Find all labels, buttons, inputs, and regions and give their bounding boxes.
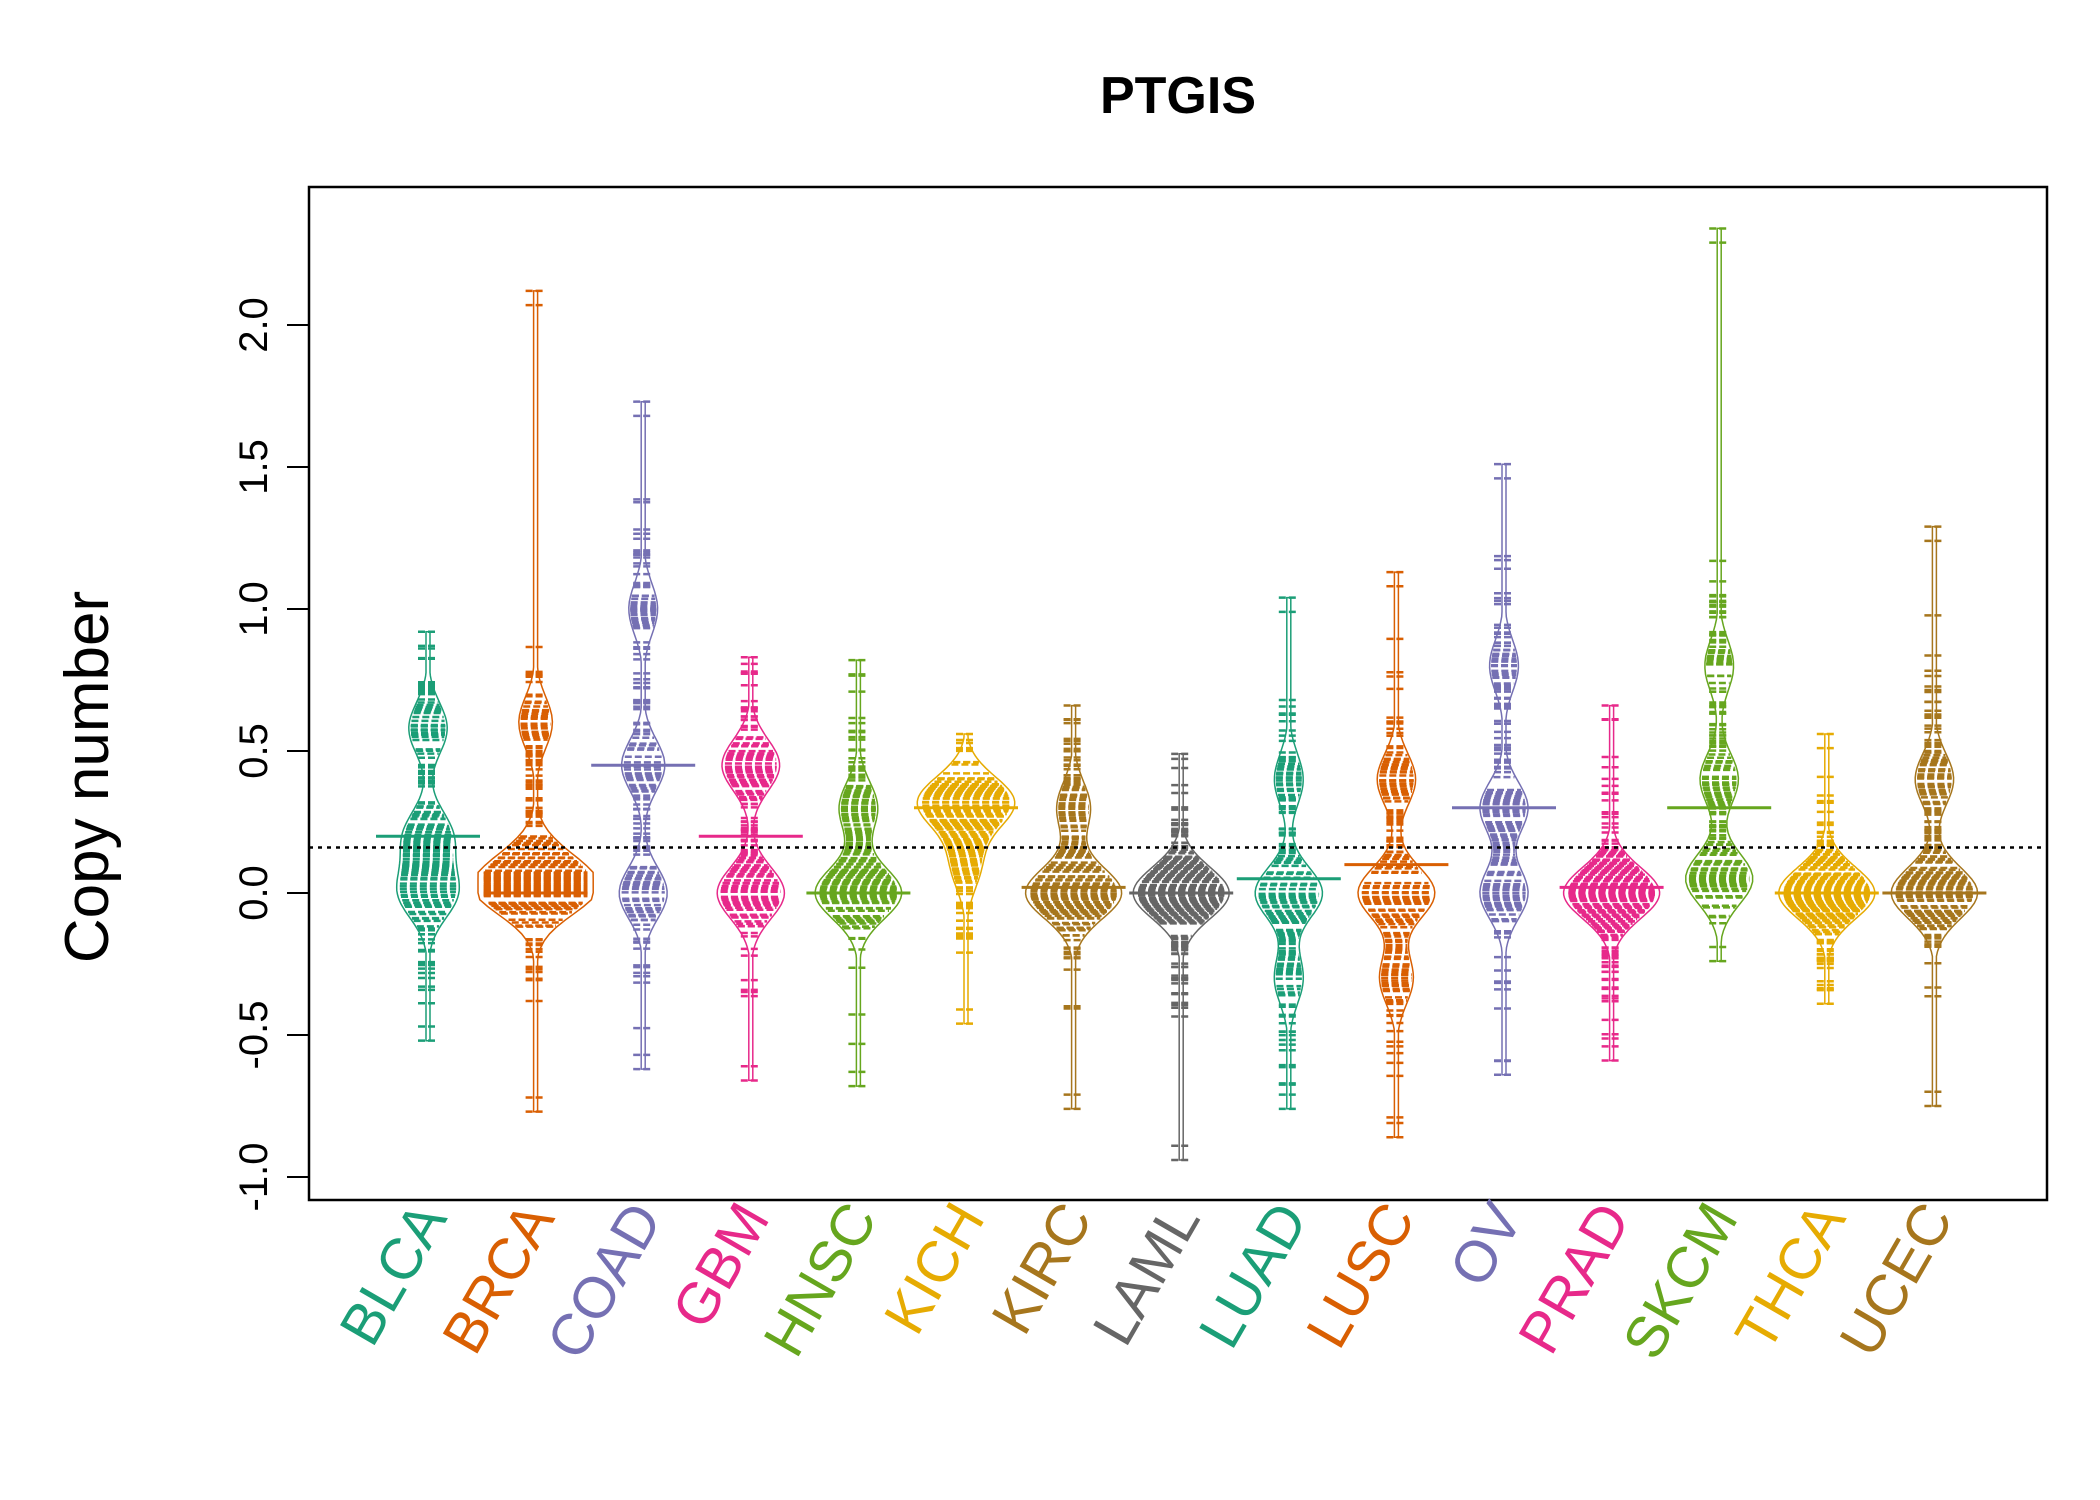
bean-coad bbox=[591, 400, 696, 1071]
bean-hnsc bbox=[806, 658, 911, 1088]
chart-title: PTGIS bbox=[1100, 67, 1256, 125]
bean-luad bbox=[1236, 596, 1341, 1111]
y-tick-label: 2.0 bbox=[232, 297, 276, 353]
x-category-label: HNSC bbox=[751, 1192, 889, 1367]
x-category-label: KICH bbox=[872, 1192, 998, 1345]
x-category-label: UCEC bbox=[1827, 1192, 1965, 1367]
y-tick-label: -0.5 bbox=[232, 1001, 276, 1070]
bean-density-ucec bbox=[1890, 525, 1979, 1107]
y-tick-label: 1.0 bbox=[232, 581, 276, 637]
y-tick-label: 0.0 bbox=[232, 865, 276, 921]
bean-ov bbox=[1452, 462, 1556, 1077]
y-axis-label: Copy number bbox=[53, 591, 122, 963]
bean-lusc bbox=[1344, 570, 1449, 1139]
x-category-label: LAML bbox=[1080, 1192, 1212, 1356]
y-tick-label: 1.5 bbox=[232, 439, 276, 495]
bean-kirc bbox=[1021, 704, 1126, 1111]
bean-skcm bbox=[1667, 227, 1772, 963]
bean-laml bbox=[1129, 752, 1234, 1162]
bean-density-laml bbox=[1132, 753, 1230, 1161]
bean-prad bbox=[1559, 704, 1664, 1062]
bean-ucec bbox=[1882, 525, 1987, 1108]
beans-layer bbox=[376, 227, 1987, 1162]
y-tick-label: -1.0 bbox=[232, 1143, 276, 1212]
x-category-label: LUSC bbox=[1294, 1192, 1428, 1358]
y-tick-label: 0.5 bbox=[232, 723, 276, 779]
bean-gbm bbox=[698, 656, 803, 1082]
bean-kich bbox=[914, 732, 1018, 1025]
bean-blca bbox=[376, 630, 480, 1042]
bean-density-coad bbox=[618, 400, 668, 1070]
x-category-label: OV bbox=[1437, 1192, 1535, 1297]
bean-thca bbox=[1774, 732, 1879, 1006]
y-axis: -1.0 -0.5 0.0 0.5 1.0 1.5 2.0 bbox=[232, 297, 310, 1212]
x-category-label: LUAD bbox=[1186, 1192, 1320, 1358]
plot-frame bbox=[307, 185, 2049, 1202]
bean-brca bbox=[477, 289, 594, 1113]
